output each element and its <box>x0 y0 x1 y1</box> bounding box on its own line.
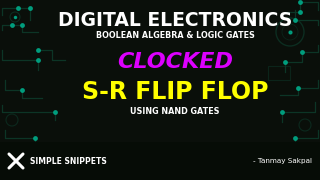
Text: - Tanmay Sakpal: - Tanmay Sakpal <box>253 158 312 164</box>
Text: DIGITAL ELECTRONICS: DIGITAL ELECTRONICS <box>58 10 292 30</box>
Text: SIMPLE SNIPPETS: SIMPLE SNIPPETS <box>30 156 107 165</box>
Text: USING NAND GATES: USING NAND GATES <box>130 107 220 116</box>
Bar <box>0 142 320 180</box>
Text: CLOCKED: CLOCKED <box>117 52 233 72</box>
Text: S-R FLIP FLOP: S-R FLIP FLOP <box>82 80 268 104</box>
Text: BOOLEAN ALGEBRA & LOGIC GATES: BOOLEAN ALGEBRA & LOGIC GATES <box>96 30 254 39</box>
